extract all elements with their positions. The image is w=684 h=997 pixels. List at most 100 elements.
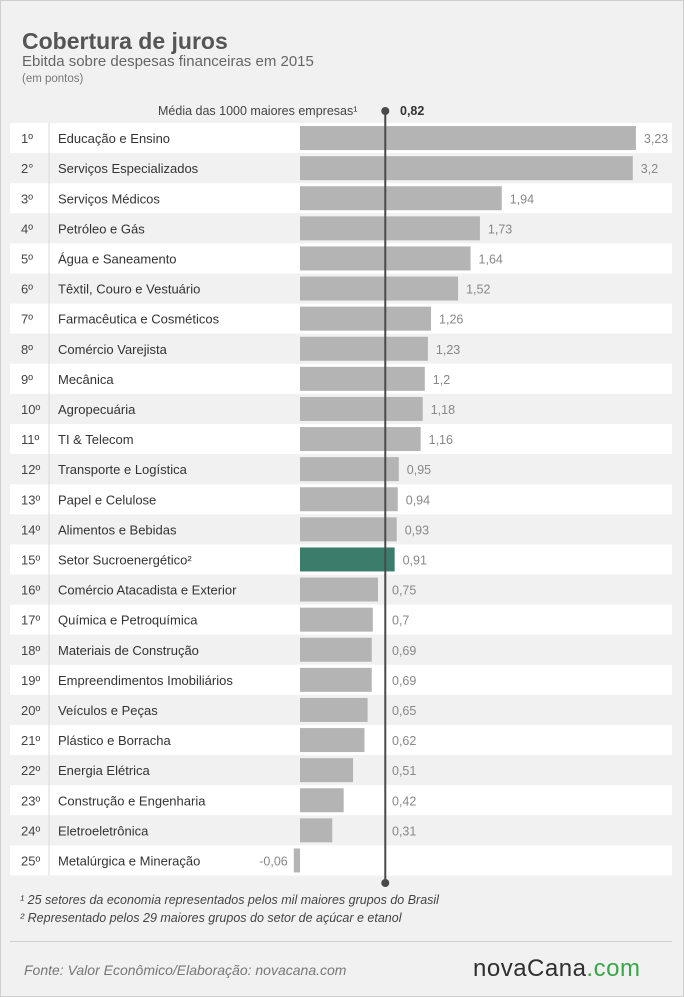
category-label: Metalúrgica e Mineração: [58, 853, 200, 868]
value-label: 0,94: [406, 493, 430, 507]
value-label: 0,51: [392, 764, 416, 778]
rank-label: 24º: [21, 823, 40, 838]
bar: [300, 487, 398, 512]
bar: [300, 156, 633, 181]
value-label: 3,23: [644, 132, 668, 146]
category-label: TI & Telecom: [58, 432, 134, 447]
bar: [300, 818, 333, 843]
category-label: Materiais de Construção: [58, 643, 199, 658]
category-label: Farmacêutica e Cosméticos: [58, 312, 220, 327]
average-line-value: 0,82: [400, 104, 425, 118]
category-label: Educação e Ensino: [58, 131, 170, 146]
rank-label: 21º: [21, 733, 40, 748]
category-label: Veículos e Peças: [58, 703, 158, 718]
bar: [300, 336, 428, 361]
value-label: 0,42: [392, 794, 416, 808]
value-label: 3,2: [641, 162, 658, 176]
category-label: Água e Saneamento: [58, 251, 177, 266]
bar: [300, 637, 372, 662]
rank-label: 10º: [21, 402, 40, 417]
bar: [300, 396, 423, 421]
value-label: 0,65: [392, 704, 416, 718]
category-label: Química e Petroquímica: [58, 613, 198, 628]
bar: [300, 547, 395, 572]
value-label: 1,52: [466, 283, 490, 297]
category-label: Têxtil, Couro e Vestuário: [58, 282, 200, 297]
footnote-2: ² Representado pelos 29 maiores grupos d…: [20, 911, 402, 925]
chart-subtitle: Ebitda sobre despesas financeiras em 201…: [22, 53, 314, 70]
value-label: 0,31: [392, 824, 416, 838]
rank-label: 18º: [21, 643, 40, 658]
category-label: Mecânica: [58, 372, 114, 387]
value-label: 1,2: [433, 373, 450, 387]
rank-label: 23º: [21, 793, 40, 808]
category-label: Empreendimentos Imobiliários: [58, 673, 233, 688]
rank-label: 25º: [21, 853, 40, 868]
average-line-label: Média das 1000 maiores empresas¹: [158, 104, 358, 118]
average-line-bottom-marker: [381, 879, 390, 887]
rank-label: 17º: [21, 613, 40, 628]
bar: [300, 788, 344, 813]
bar: [300, 366, 425, 391]
bar: [300, 216, 480, 241]
rank-label: 8º: [21, 342, 33, 357]
average-line-top-marker: [381, 107, 390, 115]
rank-label: 22º: [21, 763, 40, 778]
logo-suffix: .com: [586, 955, 641, 982]
value-label: 0,93: [405, 523, 429, 537]
category-label: Construção e Engenharia: [58, 793, 206, 808]
value-label: 1,18: [431, 403, 455, 417]
value-label: 0,69: [392, 644, 416, 658]
rank-label: 9º: [21, 372, 33, 387]
bar: [300, 276, 459, 301]
category-label: Eletroeletrônica: [58, 823, 149, 838]
rank-label: 3º: [21, 191, 33, 206]
category-label: Petróleo e Gás: [58, 221, 145, 236]
category-label: Plástico e Borracha: [58, 733, 171, 748]
category-label: Agropecuária: [58, 402, 136, 417]
value-label: 0,69: [392, 674, 416, 688]
bar: [293, 848, 300, 873]
chart-title: Cobertura de juros: [22, 28, 228, 54]
value-label: 1,73: [488, 222, 512, 236]
category-label: Serviços Médicos: [58, 191, 160, 206]
value-label: 1,23: [436, 343, 460, 357]
bar: [300, 577, 378, 602]
rank-label: 19º: [21, 673, 40, 688]
bar: [300, 126, 636, 151]
row-background: [10, 845, 672, 876]
bar: [300, 427, 421, 452]
bar: [300, 758, 354, 783]
category-label: Energia Elétrica: [58, 763, 151, 778]
value-label: 1,26: [439, 313, 463, 327]
rank-label: 11º: [21, 432, 39, 447]
value-label: 0,91: [403, 553, 427, 567]
rank-label: 5º: [21, 251, 33, 266]
value-label: 0,7: [392, 614, 409, 628]
value-label: 0,75: [392, 584, 416, 598]
value-label: 0,95: [407, 463, 431, 477]
category-label: Transporte e Logística: [58, 462, 188, 477]
rank-label: 6º: [21, 282, 33, 297]
rank-label: 1º: [21, 131, 33, 146]
value-label: -0,06: [259, 854, 288, 868]
rank-label: 16º: [21, 583, 40, 598]
category-label: Comércio Varejista: [58, 342, 168, 357]
rank-label: 2°: [21, 161, 33, 176]
bar: [300, 517, 397, 542]
value-label: 1,64: [479, 252, 503, 266]
rank-label: 4º: [21, 221, 33, 236]
rank-label: 15º: [21, 552, 40, 567]
source-text: Fonte: Valor Econômico/Elaboração: novac…: [24, 962, 347, 978]
novacana-logo: novaCana.com: [473, 955, 640, 983]
bar: [300, 607, 373, 632]
category-label: Alimentos e Bebidas: [58, 522, 177, 537]
bar: [300, 306, 432, 331]
rank-label: 7º: [21, 312, 33, 327]
bar: [300, 697, 368, 722]
value-label: 1,16: [429, 433, 453, 447]
footnote-1: ¹ 25 setores da economia representados p…: [20, 893, 439, 907]
rank-label: 13º: [21, 492, 40, 507]
category-label: Serviços Especializados: [58, 161, 199, 176]
